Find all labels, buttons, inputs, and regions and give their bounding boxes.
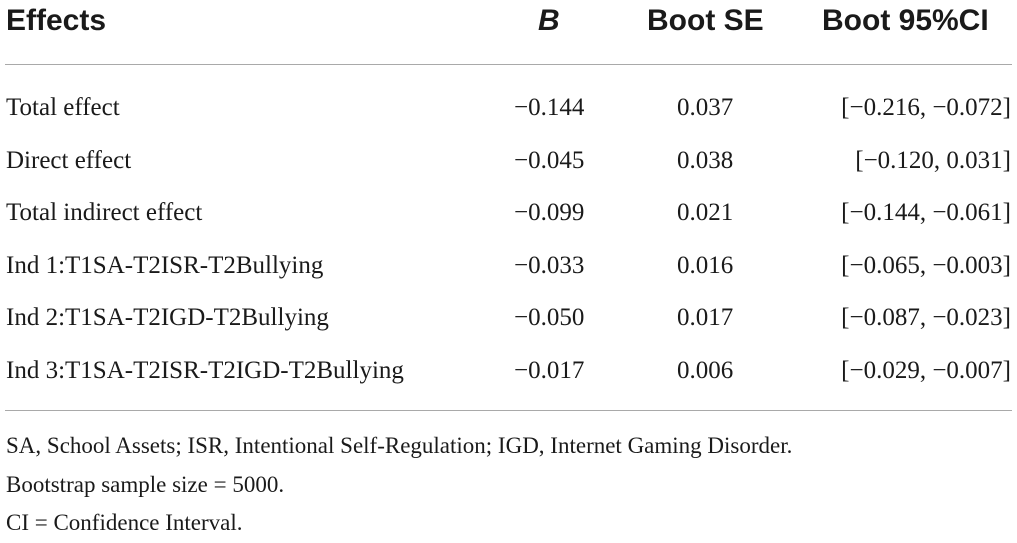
row-se-value: 0.038: [677, 146, 734, 174]
row-effect-label: Ind 3:T1SA-T2ISR-T2IGD-T2Bullying: [6, 356, 404, 384]
table-row: Total indirect effect −0.099 0.021 [−0.1…: [0, 187, 1017, 240]
header-divider: [5, 64, 1012, 65]
note-ci-definition: CI = Confidence Interval.: [6, 510, 243, 535]
row-ci-value: [−0.087, −0.023]: [841, 304, 1011, 331]
row-ci-value: [−0.120, 0.031]: [855, 146, 1011, 174]
row-effect-label: Ind 2:T1SA-T2IGD-T2Bullying: [6, 304, 329, 331]
note-abbreviations: SA, School Assets; ISR, Intentional Self…: [6, 433, 793, 458]
table-row: Total effect −0.144 0.037 [−0.216, −0.07…: [0, 82, 1017, 135]
table-row: Ind 1:T1SA-T2ISR-T2Bullying −0.033 0.016…: [0, 240, 1017, 293]
header-boot-ci: Boot 95%CI: [822, 4, 989, 37]
row-b-value: −0.099: [514, 199, 585, 226]
table-row: Ind 3:T1SA-T2ISR-T2IGD-T2Bullying −0.017…: [0, 345, 1017, 398]
row-se-value: 0.016: [677, 251, 734, 279]
row-b-value: −0.033: [514, 251, 585, 279]
table-body: Total effect −0.144 0.037 [−0.216, −0.07…: [0, 82, 1017, 397]
row-effect-label: Total indirect effect: [6, 199, 203, 226]
header-effects: Effects: [6, 4, 107, 37]
header-boot-se: Boot SE: [647, 4, 764, 37]
row-effect-label: Total effect: [6, 94, 120, 121]
row-b-value: −0.017: [514, 356, 585, 384]
table-row: Ind 2:T1SA-T2IGD-T2Bullying −0.050 0.017…: [0, 292, 1017, 345]
row-ci-value: [−0.065, −0.003]: [841, 251, 1011, 279]
row-se-value: 0.006: [677, 356, 734, 384]
row-b-value: −0.144: [514, 94, 585, 121]
table-row: Direct effect −0.045 0.038 [−0.120, 0.03…: [0, 135, 1017, 188]
table-notes: SA, School Assets; ISR, Intentional Self…: [6, 427, 792, 543]
row-se-value: 0.037: [677, 94, 734, 121]
row-effect-label: Direct effect: [6, 146, 132, 174]
footer-divider: [5, 410, 1012, 411]
table-header-row: Effects B Boot SE Boot 95%CI: [0, 0, 1017, 46]
row-effect-label: Ind 1:T1SA-T2ISR-T2Bullying: [6, 251, 324, 279]
row-b-value: −0.050: [514, 304, 585, 331]
note-bootstrap-size: Bootstrap sample size = 5000.: [6, 471, 285, 497]
row-se-value: 0.021: [677, 199, 734, 226]
row-ci-value: [−0.029, −0.007]: [841, 356, 1011, 384]
header-b: B: [538, 4, 560, 37]
row-ci-value: [−0.216, −0.072]: [841, 94, 1011, 121]
row-b-value: −0.045: [514, 146, 585, 174]
row-ci-value: [−0.144, −0.061]: [841, 199, 1011, 226]
row-se-value: 0.017: [677, 304, 734, 331]
